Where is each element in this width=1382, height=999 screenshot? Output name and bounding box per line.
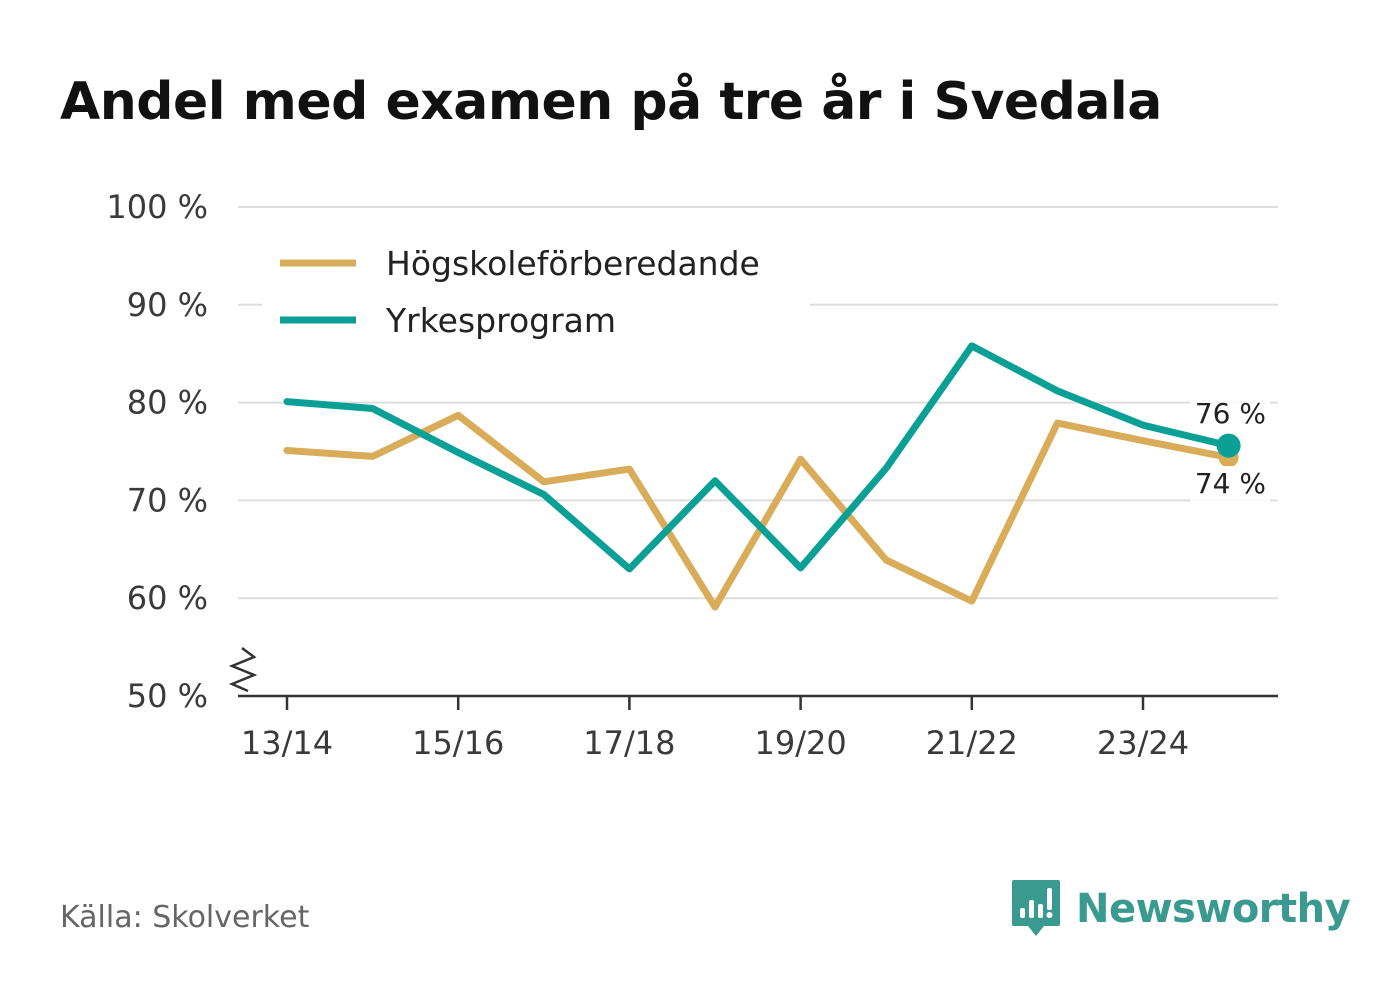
x-tick-label: 21/22 <box>926 724 1018 762</box>
end-labels: 76 % 74 % <box>1190 395 1270 502</box>
end-label-yrkesprogram: 76 % <box>1195 397 1266 430</box>
chart-title: Andel med examen på tre år i Svedala <box>60 72 1162 132</box>
x-axis: 13/14 15/16 17/18 19/20 21/22 23/24 <box>228 647 1278 762</box>
end-label-bg <box>1190 466 1270 502</box>
legend-label: Högskoleförberedande <box>386 244 760 283</box>
x-tick-label: 15/16 <box>412 724 504 762</box>
y-tick-label: 50 % <box>127 677 208 715</box>
legend-label: Yrkesprogram <box>385 301 616 340</box>
end-label-hogskoleforberedande: 74 % <box>1195 467 1266 500</box>
x-tick-label: 23/24 <box>1097 724 1189 762</box>
end-label-bg <box>1190 395 1270 431</box>
y-tick-label: 70 % <box>127 481 208 519</box>
axis-break-icon <box>228 647 258 693</box>
x-tick-label: 17/18 <box>583 724 675 762</box>
y-tick-label: 90 % <box>127 286 208 324</box>
brand-name: Newsworthy <box>1076 886 1351 932</box>
source-note: Källa: Skolverket <box>60 900 310 935</box>
brand[interactable]: Newsworthy <box>1010 878 1351 940</box>
series-line-hogskoleforberedande <box>283 411 1233 611</box>
legend: Högskoleförberedande Yrkesprogram <box>262 232 810 348</box>
legend-background <box>262 232 810 348</box>
y-tick-label: 100 % <box>106 188 208 226</box>
series-lines <box>283 342 1241 611</box>
end-marker-yrkesprogram <box>1216 433 1241 458</box>
newsworthy-logo-icon <box>1012 880 1060 936</box>
x-tick-label: 19/20 <box>754 724 846 762</box>
y-tick-label: 60 % <box>127 579 208 617</box>
y-tick-label: 80 % <box>127 384 208 422</box>
series-line-yrkesprogram <box>283 342 1233 573</box>
y-axis-ticks: 50 % 60 % 70 % 80 % 90 % 100 % <box>106 188 208 715</box>
x-tick-label: 13/14 <box>241 724 333 762</box>
